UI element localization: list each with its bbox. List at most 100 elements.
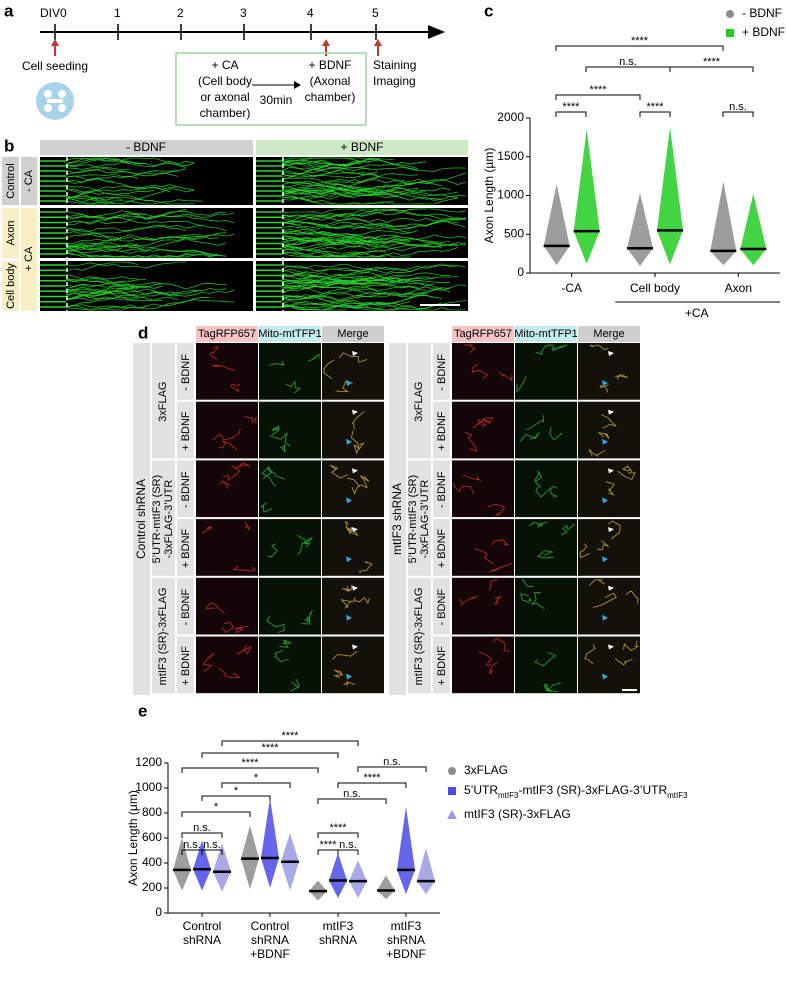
- neurite: [65, 173, 139, 179]
- significance-label: ****: [562, 101, 580, 113]
- neurite: [281, 249, 387, 258]
- legend-label: 5’UTRmtIF3-mtIF3 (SR)-3xFLAG-3’UTRmtIF3: [464, 783, 688, 799]
- arrowhead-blue: [346, 614, 352, 621]
- significance-bracket: [337, 782, 407, 788]
- arrowhead-white: [352, 351, 358, 356]
- construct-label: 3xFLAG: [413, 382, 425, 422]
- micrograph: [196, 577, 258, 635]
- arrowhead-white: [608, 409, 614, 415]
- treatment-box: [177, 401, 194, 459]
- construct-label: 5’UTR-mtIF3 (SR): [151, 475, 163, 564]
- event-arrowhead: [374, 39, 382, 46]
- y-tick-label: 0: [517, 265, 524, 279]
- neurite: [65, 245, 219, 257]
- neurite: [281, 196, 459, 205]
- construct-box: [408, 577, 431, 694]
- neurite: [516, 376, 527, 393]
- neurite: [281, 294, 435, 308]
- row-label: Axon: [5, 220, 17, 245]
- neurite: [281, 208, 467, 221]
- arrowhead-white: [608, 527, 614, 533]
- panel-label: e: [138, 701, 147, 720]
- channel-header-text: Merge: [593, 328, 624, 340]
- neurite: [65, 283, 163, 289]
- neurite: [478, 651, 493, 667]
- timeline-day: 5: [372, 6, 379, 20]
- neurite: [615, 374, 629, 380]
- neurite: [588, 579, 606, 586]
- neurite: [221, 621, 235, 634]
- panel-label: c: [484, 1, 493, 20]
- significance-bracket: [201, 795, 271, 801]
- neurite: [323, 359, 335, 380]
- construct-box: [408, 343, 431, 459]
- neurite: [353, 444, 360, 455]
- y-tick-label: 2000: [497, 110, 524, 124]
- neurite: [244, 520, 251, 531]
- significance-label: ****: [363, 772, 381, 784]
- neurite: [65, 286, 139, 294]
- neurite: [285, 380, 301, 394]
- device-well: [58, 90, 66, 98]
- micrograph: [515, 401, 577, 459]
- neurite: [281, 279, 443, 294]
- x-tick-label: Control: [251, 919, 290, 933]
- neurite: [281, 228, 411, 236]
- neurite: [281, 265, 435, 284]
- significance-label: ****: [281, 730, 299, 742]
- treatment-box: [175, 52, 367, 126]
- construct-label: 3xFLAG: [157, 382, 169, 422]
- neurite: [351, 431, 365, 451]
- neurite: [536, 550, 554, 559]
- arrowhead-blue: [346, 438, 352, 445]
- x-tick-label: shRNA: [251, 933, 289, 947]
- neurite: [65, 278, 147, 288]
- neurite: [202, 652, 215, 672]
- neurite: [281, 183, 371, 194]
- x-tick-label: mtIF3: [391, 919, 422, 933]
- legend-marker: [726, 29, 734, 37]
- interval-text: 30min: [260, 93, 293, 107]
- neurite: [232, 565, 256, 572]
- micrograph: [515, 460, 577, 518]
- neurite: [462, 474, 481, 483]
- neurite: [307, 353, 320, 362]
- interval-arrowhead: [294, 81, 301, 89]
- neurite: [65, 288, 131, 301]
- micrograph: [259, 636, 321, 694]
- micrograph: [515, 519, 577, 576]
- column-header: [40, 140, 253, 155]
- device-well: [44, 90, 52, 98]
- neurite: [301, 610, 313, 625]
- neurite: [487, 503, 506, 516]
- legend-label: - BDNF: [742, 6, 782, 20]
- neurite: [551, 344, 568, 352]
- significance-label: n.s.: [343, 788, 361, 800]
- neurite: [597, 432, 610, 440]
- neurite: [234, 462, 250, 470]
- legend-subscript: mtIF3: [498, 791, 519, 800]
- neurite: [343, 681, 356, 687]
- neurite: [281, 274, 403, 282]
- panel-label: a: [4, 1, 14, 20]
- timeline-day: 1: [114, 6, 121, 20]
- y-tick-label: 1200: [135, 755, 162, 769]
- neurite: [65, 231, 219, 241]
- treatment-box: [177, 577, 194, 635]
- neurite: [494, 595, 503, 605]
- neurite: [489, 562, 513, 572]
- neurite: [65, 210, 235, 219]
- neurite: [281, 285, 419, 300]
- legend-subscript: mtIF3: [667, 791, 688, 800]
- row-label-box: [2, 157, 19, 205]
- device-well: [58, 104, 66, 112]
- row-label: Cell body: [5, 263, 17, 309]
- neurite: [297, 534, 313, 545]
- micrograph: [196, 343, 258, 400]
- neurite: [281, 292, 427, 307]
- significance-label: *: [214, 801, 219, 813]
- x-tick-label: shRNA: [319, 933, 357, 947]
- group-box: [133, 343, 150, 695]
- significance-label: n.s.: [203, 839, 221, 851]
- neurite: [212, 428, 241, 441]
